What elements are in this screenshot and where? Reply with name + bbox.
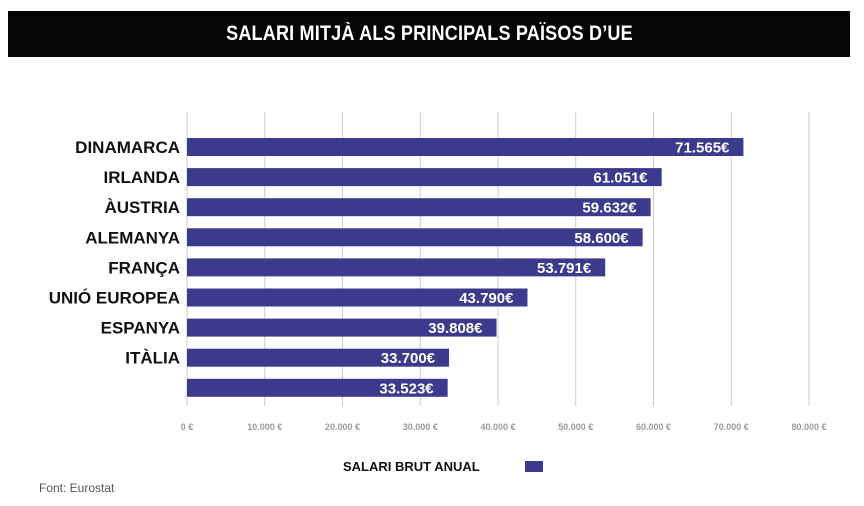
chart-title: SALARI MITJÀ ALS PRINCIPALS PAÏSOS D’UE: [225, 22, 633, 45]
x-tick-label: 0 €: [181, 422, 194, 432]
category-labels: DINAMARCA IRLANDA ÀUSTRIA ALEMANYA FRANÇA UNI…: [49, 138, 180, 368]
x-tick-label: 70.000 €: [714, 422, 749, 432]
bar: [187, 348, 450, 367]
bar: [187, 138, 744, 156]
bar-value-label: 53.791€: [537, 260, 592, 277]
x-axis-ticks: 0 € 10.000 € 20.000 € 30.000 € 40.000 € 50.00…: [181, 422, 827, 432]
x-tick-label: 60.000 €: [636, 422, 671, 432]
legend: SALARI BRUT ANUAL: [343, 457, 543, 475]
x-tick-label: 30.000 €: [403, 422, 438, 432]
bar: [187, 378, 448, 397]
bar: [187, 228, 643, 247]
bar-value-label: 58.600€: [574, 230, 629, 247]
bar: [187, 258, 606, 277]
bar-value-label: 33.523€: [379, 380, 434, 397]
category-label: DINAMARCA: [75, 138, 180, 157]
bar: [187, 168, 662, 187]
category-label: ITÀLIA: [125, 349, 180, 368]
bar-value-label: 71.565€: [675, 140, 730, 157]
bar: [187, 288, 528, 307]
title-banner: SALARI MITJÀ ALS PRINCIPALS PAÏSOS D’UE: [8, 11, 850, 57]
category-label: UNIÓ EUROPEA: [49, 289, 180, 308]
legend-swatch: [524, 460, 543, 472]
bar-value-label: 33.700€: [381, 350, 436, 367]
x-tick-label: 80.000 €: [791, 422, 826, 432]
category-label: IRLANDA: [104, 168, 181, 187]
category-label: ALEMANYA: [85, 228, 180, 247]
category-label: FRANÇA: [108, 258, 180, 277]
x-tick-label: 50.000 €: [558, 422, 593, 432]
source-note: Font: Eurostat: [39, 481, 115, 495]
category-label: ÀUSTRIA: [104, 198, 180, 217]
x-tick-label: 20.000 €: [325, 422, 360, 432]
bar: [187, 198, 651, 217]
legend-label: SALARI BRUT ANUAL: [343, 458, 480, 474]
category-label: ESPANYA: [101, 319, 180, 338]
bar: [187, 318, 497, 337]
bar-value-label: 61.051€: [593, 170, 648, 187]
x-tick-label: 10.000 €: [247, 422, 282, 432]
x-tick-label: 40.000 €: [480, 422, 515, 432]
bar-value-label: 39.808€: [428, 320, 483, 337]
bars: 71.565€ 61.051€ 59.632€ 58.600€ 53.791€ 43.79…: [187, 138, 744, 397]
bar-value-label: 59.632€: [582, 200, 637, 217]
bar-value-label: 43.790€: [459, 290, 514, 307]
